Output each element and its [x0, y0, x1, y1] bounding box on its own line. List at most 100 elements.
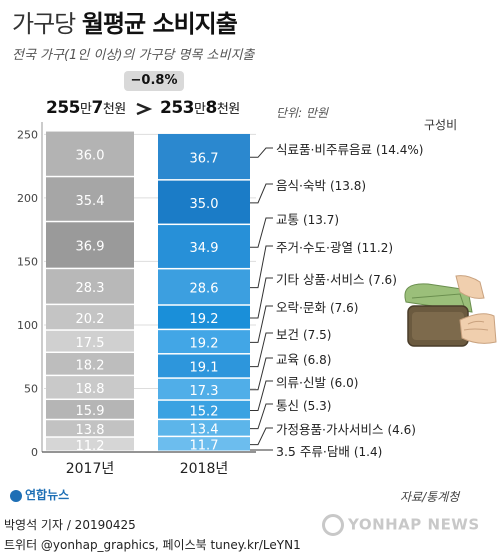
y-axis: 0 50 100 150 200 250 — [17, 122, 43, 459]
category-share-2: (13.7) — [302, 213, 340, 227]
credit-line-1: 박영석 기자 / 20190425 — [4, 518, 136, 532]
source-label: 자료/통계청 — [400, 490, 460, 504]
category-name-6: 보건 — [276, 327, 303, 342]
category-label-11: 3.5 주류·담배 (1.4) — [276, 441, 382, 460]
category-name-4: 기타 상품·서비스 — [276, 272, 369, 287]
connector-3 — [250, 245, 273, 289]
category-share-4: (7.6) — [368, 273, 397, 287]
connector-7 — [250, 357, 273, 391]
category-share-11: (1.4) — [353, 445, 383, 459]
data-label-2017년-9: 35.4 — [76, 194, 105, 209]
category-label-0: 식료품·비주류음료 (14.4%) — [276, 139, 423, 158]
category-share-0: (14.4%) — [375, 143, 424, 157]
x-axis: 2017년 2018년 — [42, 451, 256, 477]
category-name-7: 교육 — [276, 352, 303, 367]
total-2018-num2: 8 — [205, 98, 217, 118]
data-label-2017년-6: 20.2 — [76, 312, 105, 327]
connectors — [250, 147, 273, 451]
bar-2018년-seg-2 — [158, 400, 250, 419]
watermark-logo-icon — [322, 514, 344, 536]
total-2017-unit1: 만 — [80, 102, 92, 117]
bar-2017년-seg-7 — [46, 269, 134, 304]
data-label-2018년-10: 36.7 — [190, 151, 219, 166]
connector-2 — [250, 217, 273, 248]
wallet-hands-icon — [404, 275, 497, 347]
bar-2017년-seg-8 — [46, 222, 134, 268]
share-header: 구성비 — [424, 118, 458, 132]
bar-2017년-seg-5 — [46, 330, 134, 352]
bar-2018년-seg-6 — [158, 305, 250, 329]
bar-2017년-seg-2 — [46, 400, 134, 419]
bar-2017년-seg-1 — [46, 420, 134, 437]
category-label-9: 통신 (5.3) — [276, 395, 331, 414]
category-share-9: (5.3) — [302, 399, 332, 413]
category-name-8: 의류·신발 — [276, 375, 330, 390]
category-name-1: 음식·숙박 — [276, 178, 330, 193]
category-name-5: 오락·문화 — [276, 300, 330, 315]
data-label-2017년-1: 13.8 — [76, 423, 105, 438]
total-2018: 253만8천원 — [160, 98, 240, 118]
total-2017-unit2: 천원 — [102, 102, 126, 117]
category-label-1: 음식·숙박 (13.8) — [276, 175, 366, 194]
category-share-7: (6.8) — [302, 353, 332, 367]
y-tick-label-0: 0 — [31, 446, 38, 459]
y-tick-label-250: 250 — [17, 128, 38, 141]
y-tick-label-100: 100 — [17, 319, 38, 332]
connector-10 — [250, 427, 273, 446]
total-2018-unit1: 만 — [194, 102, 206, 117]
y-tick-label-150: 150 — [17, 255, 38, 268]
category-share-8: (6.0) — [329, 376, 359, 390]
bar-2018년-seg-9 — [158, 180, 250, 224]
chart-title: 가구당 월평균 소비지출 — [12, 4, 238, 39]
stacked-bar-chart: 0 50 100 150 200 250 11.213.8 15.9 18.8 18.2 17.5… — [17, 102, 273, 477]
data-label-2018년-2: 15.2 — [190, 404, 219, 419]
connector-1 — [250, 183, 273, 204]
bar-2017년-seg-10 — [46, 131, 134, 176]
total-2018-unit2: 천원 — [216, 102, 240, 117]
credit-line-2: 트위터 @yonhap_graphics, 페이스북 tuney.kr/LeYN… — [4, 538, 301, 552]
category-label-10: 가정용품·가사서비스 (4.6) — [276, 419, 416, 438]
total-2018-num1: 253 — [160, 98, 195, 118]
connector-4 — [250, 277, 273, 319]
data-label-2018년-8: 34.9 — [190, 241, 219, 256]
category-name-10: 가정용품·가사서비스 — [276, 422, 388, 437]
total-2017-num2: 7 — [91, 98, 103, 118]
data-label-2018년-4: 19.1 — [190, 361, 219, 376]
data-label-2017년-0: 11.2 — [76, 439, 105, 454]
watermark-text: YONHAP NEWS — [348, 515, 480, 534]
bar-2017년-seg-6 — [46, 305, 134, 330]
category-share-6: (7.5) — [302, 328, 332, 342]
bar-2018년-seg-7 — [158, 269, 250, 305]
connector-8 — [250, 380, 273, 411]
data-label-2017년-7: 28.3 — [76, 281, 105, 296]
yonhap-logo: 연합뉴스 — [10, 486, 69, 503]
bar-2018년-seg-1 — [158, 420, 250, 436]
category-share-1: (13.8) — [329, 179, 367, 193]
data-label-2017년-4: 18.2 — [76, 359, 105, 374]
data-label-2017년-5: 17.5 — [76, 336, 105, 351]
total-2017: 255만7천원 — [46, 98, 126, 118]
x-tick-label-0: 2017년 — [66, 461, 115, 477]
title-light: 가구당 — [12, 10, 76, 38]
bar-2018년-seg-10 — [158, 133, 250, 180]
category-label-3: 주거·수도·광열 (11.2) — [276, 237, 393, 256]
bar-2018년-seg-4 — [158, 354, 250, 378]
category-label-2: 교통 (13.7) — [276, 209, 339, 228]
watermark: YONHAP NEWS — [322, 514, 480, 536]
connector-6 — [250, 332, 273, 368]
bar-2017년-seg-0 — [46, 437, 134, 451]
logo-text: 연합뉴스 — [25, 488, 70, 502]
data-label-2018년-0: 11.7 — [190, 439, 219, 454]
category-label-5: 오락·문화 (7.6) — [276, 297, 358, 316]
data-label-2018년-1: 13.4 — [190, 423, 219, 438]
bar-2017년-seg-3 — [46, 376, 134, 399]
data-label-2018년-9: 35.0 — [190, 197, 219, 212]
data-label-2018년-6: 19.2 — [190, 312, 219, 327]
bar-2018년-seg-0 — [158, 437, 250, 451]
category-label-4: 기타 상품·서비스 (7.6) — [276, 269, 397, 288]
change-arrow-icon — [136, 102, 153, 116]
bar-2018년-seg-5 — [158, 330, 250, 354]
connector-0 — [250, 147, 273, 158]
data-label-2018년-5: 19.2 — [190, 336, 219, 351]
category-share-10: (4.6) — [387, 423, 416, 437]
